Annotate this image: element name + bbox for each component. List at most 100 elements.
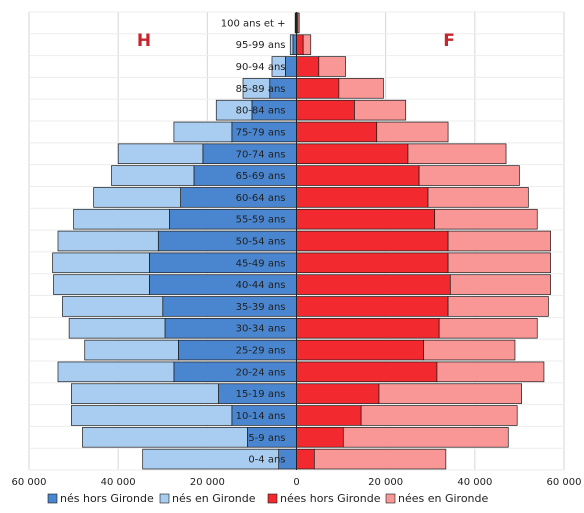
bar-nés-hors-Gironde-95-99-ans [292, 34, 297, 55]
bar-nés-en-Gironde-20-24-ans [57, 361, 175, 383]
x-tick-label: 0 [293, 477, 299, 488]
bar-nés-en-Gironde-15-19-ans [71, 383, 219, 404]
age-label: 85-89 ans [236, 84, 286, 95]
bar-nées-en-Gironde-70-74-ans [407, 143, 507, 165]
bar-nées-hors-Gironde-20-24-ans [296, 361, 438, 383]
bars-layer [52, 12, 551, 470]
bar-nées-hors-Gironde-75-79-ans [296, 121, 378, 143]
x-tick-label: 60 000 [12, 477, 47, 488]
legend: nés hors Gironde nés en Gironde nées hors … [47, 492, 489, 505]
bar-nés-en-Gironde-50-54-ans [57, 230, 159, 252]
x-tick-label: 40 000 [101, 477, 136, 488]
bar-nées-en-Gironde-10-14-ans [360, 405, 518, 426]
bar-nés-en-Gironde-10-14-ans [71, 405, 233, 426]
bar-nées-en-Gironde-15-19-ans [378, 383, 522, 404]
bar-nés-en-Gironde-65-69-ans [111, 165, 195, 186]
bar-nées-hors-Gironde-65-69-ans [296, 165, 420, 186]
bar-nées-en-Gironde-90-94-ans [318, 56, 346, 77]
bar-nées-en-Gironde-50-54-ans [447, 230, 551, 252]
bar-nées-hors-Gironde-35-39-ans [296, 296, 449, 317]
bar-nées-en-Gironde-80-84-ans [354, 99, 407, 121]
bar-nées-en-Gironde-25-29-ans [423, 339, 516, 361]
age-label: 40-44 ans [236, 280, 286, 291]
bar-nés-en-Gironde-95-99-ans [289, 34, 294, 55]
bar-nées-hors-Gironde-95-99-ans [296, 34, 304, 55]
bar-nés-en-Gironde-45-49-ans [52, 252, 150, 274]
bar-nées-en-Gironde-100-ans-et-+ [297, 12, 300, 34]
x-tick-label: 20 000 [190, 477, 225, 488]
bar-nées-hors-Gironde-80-84-ans [296, 99, 355, 121]
legend-swatch [267, 493, 278, 504]
bar-nés-en-Gironde-40-44-ans [53, 274, 150, 295]
bar-nées-en-Gironde-35-39-ans [447, 296, 549, 317]
x-tick-label: 60 000 [547, 477, 582, 488]
age-label: 20-24 ans [236, 367, 286, 378]
side-label-f: F [443, 31, 455, 51]
legend-swatch [159, 493, 170, 504]
age-label: 95-99 ans [236, 40, 286, 51]
bar-nées-en-Gironde-20-24-ans [436, 361, 545, 383]
bar-nés-hors-Gironde-90-94-ans [285, 56, 297, 77]
bar-nées-hors-Gironde-15-19-ans [296, 383, 380, 404]
bar-nées-hors-Gironde-30-34-ans [296, 317, 440, 339]
bar-nées-en-Gironde-40-44-ans [449, 274, 551, 295]
bar-nés-en-Gironde-75-79-ans [173, 121, 233, 143]
bar-nées-en-Gironde-55-59-ans [434, 208, 538, 230]
bar-nés-en-Gironde-80-84-ans [215, 99, 253, 121]
bar-nées-en-Gironde-65-69-ans [418, 165, 520, 186]
age-labels: 0-4 ans 5-9 ans 10-14 ans 15-19 ans 20-24 an… [221, 18, 286, 465]
age-label: 30-34 ans [236, 324, 286, 335]
legend-swatch [47, 493, 58, 504]
legend-label: nées en Gironde [398, 492, 489, 505]
age-label: 45-49 ans [236, 258, 286, 269]
bar-nées-hors-Gironde-85-89-ans [296, 78, 340, 99]
bar-nés-en-Gironde-30-34-ans [68, 317, 166, 339]
bar-nées-hors-Gironde-70-74-ans [296, 143, 409, 165]
bar-nées-en-Gironde-30-34-ans [438, 317, 538, 339]
bar-nées-en-Gironde-85-89-ans [338, 78, 384, 99]
age-label: 80-84 ans [236, 106, 286, 117]
age-label: 65-69 ans [236, 171, 286, 182]
bar-nées-hors-Gironde-5-9-ans [296, 427, 344, 448]
legend-swatch [385, 493, 396, 504]
bar-nées-hors-Gironde-40-44-ans [296, 274, 451, 295]
bar-nées-en-Gironde-0-4-ans [313, 448, 447, 470]
legend-label: nées hors Gironde [280, 492, 381, 505]
bar-nés-en-Gironde-55-59-ans [73, 208, 170, 230]
bar-nés-en-Gironde-35-39-ans [62, 296, 164, 317]
axis-layer: 60 000 40 000 20 000 0 20 000 40 000 60 000 [12, 12, 582, 488]
bar-nés-en-Gironde-85-89-ans [242, 78, 271, 99]
bar-nés-en-Gironde-5-9-ans [82, 427, 248, 448]
bar-nées-hors-Gironde-90-94-ans [296, 56, 320, 77]
bar-nées-hors-Gironde-45-49-ans [296, 252, 449, 274]
bar-nées-en-Gironde-45-49-ans [447, 252, 551, 274]
bar-nées-en-Gironde-60-64-ans [427, 187, 529, 208]
age-label: 90-94 ans [236, 62, 286, 73]
age-label: 70-74 ans [236, 149, 286, 160]
age-label: 25-29 ans [236, 346, 286, 357]
bar-nées-hors-Gironde-55-59-ans [296, 208, 436, 230]
bar-nées-hors-Gironde-10-14-ans [296, 405, 362, 426]
x-tick-label: 40 000 [457, 477, 492, 488]
age-label: 0-4 ans [248, 455, 285, 466]
age-label: 100 ans et + [221, 18, 286, 29]
bar-nés-en-Gironde-70-74-ans [117, 143, 204, 165]
age-label: 55-59 ans [236, 215, 286, 226]
bar-nés-en-Gironde-0-4-ans [142, 448, 280, 470]
age-label: 35-39 ans [236, 302, 286, 313]
bar-nés-en-Gironde-60-64-ans [93, 187, 181, 208]
legend-label: nés hors Gironde [60, 492, 154, 505]
bar-nés-en-Gironde-90-94-ans [271, 56, 286, 77]
bar-nées-en-Gironde-75-79-ans [376, 121, 449, 143]
bar-nés-en-Gironde-25-29-ans [84, 339, 179, 361]
age-label: 50-54 ans [236, 237, 286, 248]
bar-nées-hors-Gironde-0-4-ans [296, 448, 315, 470]
bar-nées-en-Gironde-95-99-ans [302, 34, 312, 55]
bar-nées-hors-Gironde-60-64-ans [296, 187, 429, 208]
x-tick-label: 20 000 [368, 477, 403, 488]
age-label: 10-14 ans [236, 411, 286, 422]
age-label: 60-64 ans [236, 193, 286, 204]
age-label: 15-19 ans [236, 389, 286, 400]
